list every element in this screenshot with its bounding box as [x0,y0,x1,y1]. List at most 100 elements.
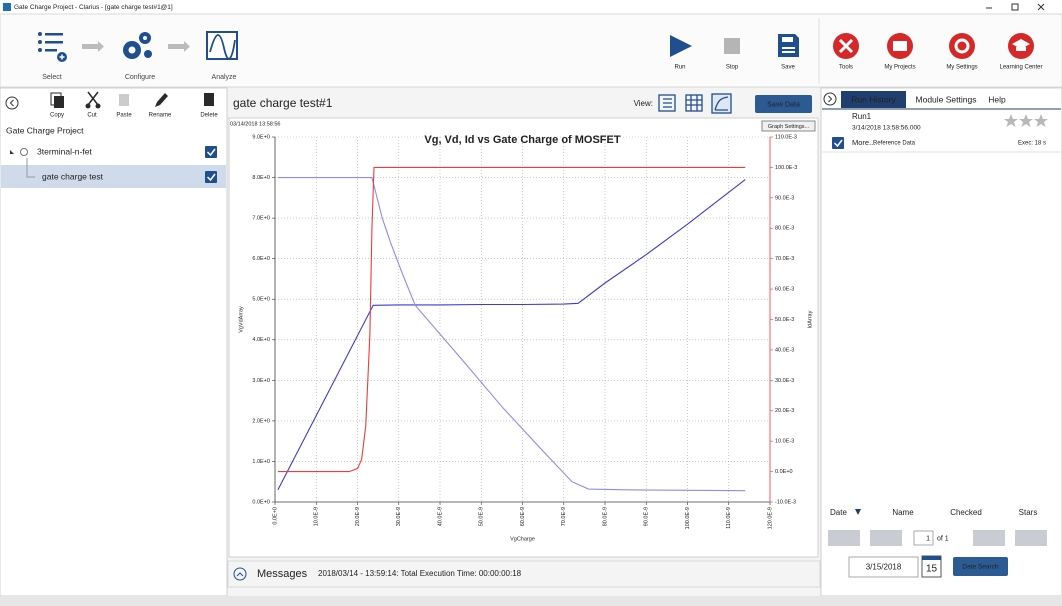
select-step[interactable]: Select [38,32,67,81]
message-text: 2018/03/14 - 13:59:14: Total Execution T… [318,569,522,578]
checkbox[interactable] [832,137,844,149]
tab[interactable]: Help [988,94,1006,104]
tool-label[interactable]: Copy [50,113,64,119]
tool-label[interactable]: Rename [149,113,172,119]
expand-button[interactable] [823,92,837,106]
device-icon [20,148,28,156]
action-label: Run [674,65,685,71]
graph-settings-button[interactable]: Graph Settings... [761,120,816,132]
more-link[interactable]: More... [852,138,875,147]
chart: 0.0E+0 10.0E-9 20.0E-9 30.0E-9 40.0E-9 50.0E-… [238,134,813,543]
page-number: 1 [926,535,930,542]
window-controls[interactable] [986,3,1045,11]
view-label: View: [634,99,653,108]
action-label: Stop [726,65,739,71]
button-label: Graph Settings... [768,124,810,130]
y2-tick-label: 40.0E-3 [775,347,794,353]
x-tick-label: 10.0E-9 [314,507,320,526]
projects-button[interactable]: My Projects [884,33,916,71]
learning-button[interactable]: Learning Center [999,33,1043,71]
pager-buttons[interactable] [828,530,1047,546]
tool-label[interactable]: Cut [87,113,97,119]
app-icon [3,3,11,11]
column-header[interactable]: Stars [1019,508,1038,517]
y2-tick-label: 20.0E-3 [775,408,794,414]
save-button[interactable]: Save [778,34,799,71]
timestamp: 03/14/2018 13:58:56 [230,121,280,127]
x-tick-label: 50.0E-9 [479,507,485,526]
column-header[interactable]: Name [892,508,914,517]
tab[interactable]: Module Settings [916,94,977,104]
y-tick-label: 1.0E+0 [252,459,270,465]
x-axis-label: VgCharge [510,536,535,542]
y-tick-label: 8.0E+0 [252,175,270,181]
calendar-button[interactable]: 15 [921,555,942,578]
settings-button[interactable]: My Settings [946,33,978,71]
app-label: Learning Center [999,65,1042,71]
tree-item[interactable]: gate charge test [42,171,104,181]
page-input[interactable] [913,530,934,546]
analyze-step[interactable]: Analyze [206,31,238,81]
tree-item[interactable]: 3terminal-n-fet [37,146,92,156]
y2-tick-label: 90.0E-3 [775,195,794,201]
tab[interactable]: Run History [851,94,896,104]
y-tick-label: 0.0E+0 [252,499,270,505]
window-title: Gate Charge Project - Clarius - [gate ch… [14,4,173,11]
toolbar [0,13,1062,88]
y2-axis-label: IdArray [807,310,813,328]
collapse-button[interactable] [5,96,19,110]
action-label: Save [781,65,795,71]
x-tick-label: 0.0E+0 [272,507,278,525]
date-search-button[interactable]: Date Search [953,557,1008,576]
app-label: My Projects [884,65,915,71]
x-tick-label: 110.0E-9 [726,507,732,529]
y-axis-label: VgVdArray [238,306,244,333]
project-name: Gate Charge Project [6,125,84,135]
left-panel [0,87,228,597]
date-input[interactable] [848,556,919,578]
column-header[interactable]: Date [830,508,847,517]
x-tick-label: 40.0E-9 [437,507,443,526]
y2-tick-label: 10.0E-3 [775,439,794,445]
y2-tick-label: 60.0E-3 [775,287,794,293]
active-tab[interactable] [841,91,906,108]
run-button[interactable]: Run [670,35,692,71]
checkbox[interactable] [205,171,217,183]
right-panel [820,87,1062,597]
step-arrow [82,41,104,52]
reference-data: Reference Data [873,141,916,147]
tree-toggle[interactable] [10,150,14,154]
step-arrow [168,41,190,52]
save-data-button[interactable]: Save Data [755,95,812,113]
x-tick-label: 80.0E-9 [602,507,608,526]
x-tick-label: 70.0E-9 [561,507,567,526]
x-tick-label: 20.0E-9 [355,507,361,526]
view-options[interactable] [658,93,732,114]
configure-step[interactable]: Configure [123,32,155,81]
messages-bar [227,560,821,588]
app-label: My Settings [946,65,977,71]
data-line [277,179,746,491]
tool-label: Paste [116,113,132,119]
status-bar [0,596,1062,606]
app-label: Tools [839,65,853,71]
sort-indicator [855,509,861,515]
tools-button[interactable]: Tools [833,33,859,71]
star-rating[interactable] [1004,114,1048,127]
column-header[interactable]: Checked [950,508,982,517]
step-label: Analyze [212,74,237,81]
step-label: Configure [125,74,155,81]
checkbox[interactable] [205,146,217,158]
y2-tick-label: 30.0E-3 [775,378,794,384]
tool-label[interactable]: Delete [200,113,218,119]
date-value: 3/15/2018 [866,563,902,572]
y-tick-label: 4.0E+0 [252,337,270,343]
messages-toggle[interactable] [233,567,247,581]
x-tick-label: 30.0E-9 [396,507,402,526]
y-tick-label: 6.0E+0 [252,256,270,262]
button-label: Date Search [962,564,999,571]
exec-time: Exec: 18 s [1018,141,1046,147]
stop-button[interactable]: Stop [724,38,740,71]
